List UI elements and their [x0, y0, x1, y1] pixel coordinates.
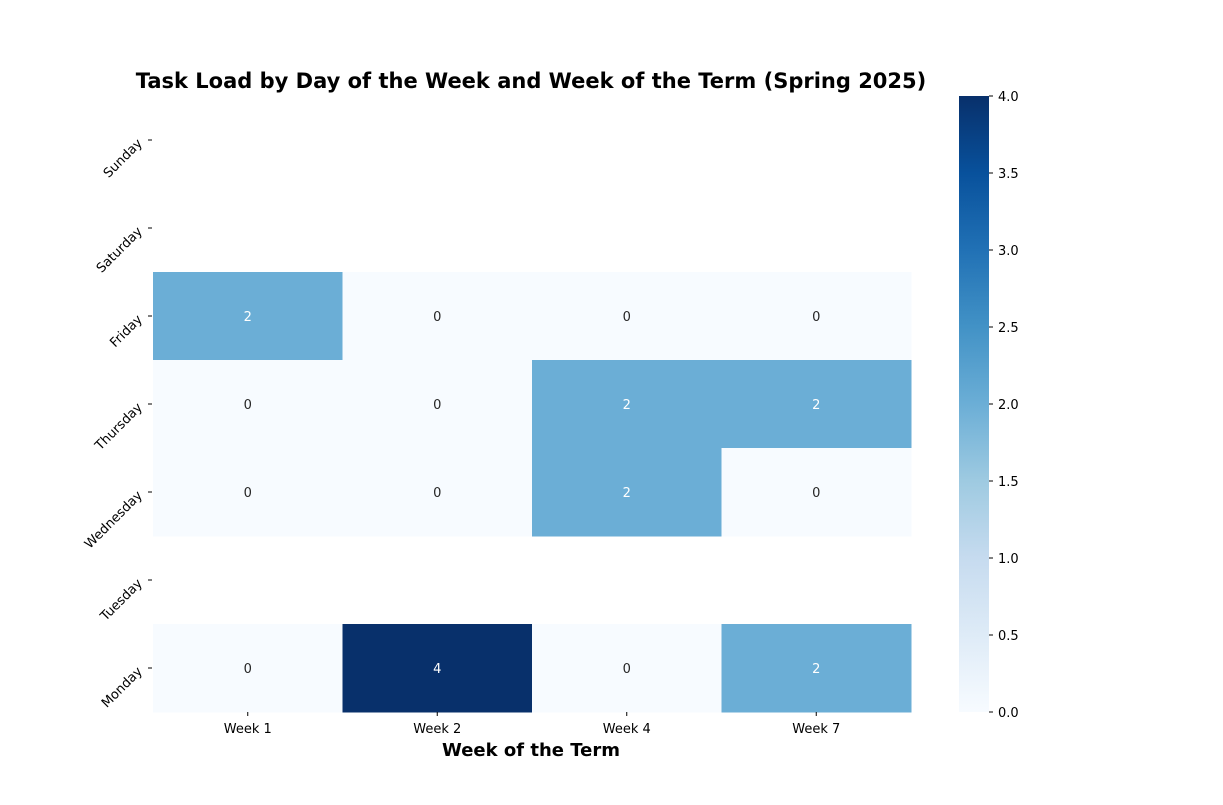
colorbar-tick-label: 0.5 [998, 629, 1019, 644]
heatmap-cell [342, 272, 533, 361]
cell-value-label: 0 [812, 310, 820, 325]
colorbar: 0.0 0.5 1.0 1.5 2.0 2.5 3.0 3.5 4.0 [959, 90, 1019, 721]
heatmap-cell [532, 272, 722, 361]
heatmap-cell [532, 448, 722, 537]
cell-value-label: 0 [623, 662, 631, 677]
cell-value-label: 2 [623, 398, 631, 413]
cell-value-label: 0 [433, 486, 441, 501]
heatmap-cell [342, 624, 533, 713]
cell-value-label: 2 [244, 310, 252, 325]
colorbar-tick-label: 2.0 [998, 398, 1019, 413]
x-tick-label: Week 2 [413, 722, 461, 737]
y-tick-label: Wednesday [82, 488, 146, 552]
cell-value-label: 0 [433, 310, 441, 325]
heatmap-cells: 2 0 0 0 0 0 2 2 0 0 2 0 0 4 0 2 [153, 272, 912, 713]
heatmap-cell [153, 272, 343, 361]
heatmap-cell [721, 272, 912, 361]
y-tick-label: Sunday [101, 136, 146, 181]
cell-value-label: 0 [244, 398, 252, 413]
colorbar-tick-label: 2.5 [998, 321, 1019, 336]
cell-value-label: 4 [433, 662, 441, 677]
colorbar-tick-label: 3.0 [998, 244, 1019, 259]
colorbar-tick-label: 1.0 [998, 552, 1019, 567]
heatmap-cell [153, 360, 343, 449]
cell-value-label: 2 [812, 398, 820, 413]
cell-value-label: 0 [433, 398, 441, 413]
cell-value-label: 2 [812, 662, 820, 677]
heatmap-cell [342, 360, 533, 449]
colorbar-tick-label: 4.0 [998, 90, 1019, 105]
y-tick-label: Thursday [92, 400, 146, 454]
y-tick-label: Monday [99, 664, 146, 711]
chart-title: Task Load by Day of the Week and Week of… [136, 69, 927, 93]
x-axis-ticks: Week 1 Week 2 Week 4 Week 7 [224, 712, 840, 737]
cell-value-label: 2 [623, 486, 631, 501]
cell-value-label: 0 [623, 310, 631, 325]
y-axis-ticks: Sunday Saturday Friday Thursday Wednesday Tue… [82, 136, 152, 711]
colorbar-gradient [959, 96, 989, 712]
x-axis-label: Week of the Term [442, 740, 620, 761]
heatmap-cell [532, 624, 722, 713]
y-tick-label: Tuesday [97, 576, 146, 625]
y-tick-label: Saturday [94, 224, 146, 276]
x-tick-label: Week 4 [603, 722, 651, 737]
colorbar-tick-label: 1.5 [998, 475, 1019, 490]
heatmap-cell [721, 448, 912, 537]
heatmap-cell [342, 448, 533, 537]
heatmap-cell [153, 448, 343, 537]
colorbar-tick-label: 0.0 [998, 706, 1019, 721]
colorbar-tick-label: 3.5 [998, 167, 1019, 182]
x-tick-label: Week 1 [224, 722, 272, 737]
x-tick-label: Week 7 [792, 722, 840, 737]
cell-value-label: 0 [244, 662, 252, 677]
cell-value-label: 0 [812, 486, 820, 501]
y-tick-label: Friday [107, 312, 146, 351]
heatmap-cell [721, 360, 912, 449]
heatmap-cell [532, 360, 722, 449]
cell-value-label: 0 [244, 486, 252, 501]
heatmap-cell [721, 624, 912, 713]
heatmap-cell [153, 624, 343, 713]
